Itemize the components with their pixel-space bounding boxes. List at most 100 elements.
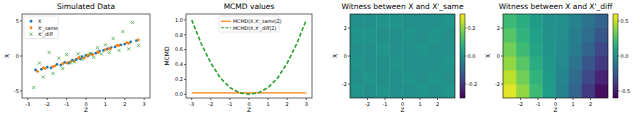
frame <box>503 14 608 98</box>
point <box>96 50 99 53</box>
figure: Simulated Data-3-2-10123-505ZXXX'_sameX'… <box>0 0 640 115</box>
x-tick-label: 2 <box>286 101 289 107</box>
y-axis-label: MCMD <box>163 46 170 66</box>
colorbar-tick <box>618 56 620 57</box>
x-axis-label: Z <box>553 106 557 113</box>
x-tick-label: 2 <box>123 101 126 107</box>
y-tick-label: 0 <box>497 53 500 59</box>
point <box>73 60 76 63</box>
colorbar-tick <box>465 28 467 29</box>
cell <box>542 84 556 98</box>
marker-stroke <box>84 54 87 57</box>
x-axis-label: Z <box>247 106 251 113</box>
cell <box>429 70 443 84</box>
legend-label: X <box>38 19 42 24</box>
marker-stroke <box>112 37 115 40</box>
marker-stroke <box>32 86 35 89</box>
cell <box>350 14 364 28</box>
cell <box>503 42 517 56</box>
y-axis-label: X <box>331 54 338 58</box>
cell <box>442 84 455 98</box>
point <box>121 30 124 33</box>
cell <box>529 70 543 84</box>
x-tick-label: 3 <box>143 101 146 107</box>
marker-stroke <box>112 37 115 40</box>
cell <box>582 42 596 56</box>
marker-stroke <box>73 60 76 63</box>
cell <box>503 14 517 28</box>
cell <box>503 56 517 70</box>
cell <box>569 28 583 42</box>
cell <box>595 56 608 70</box>
marker-stroke <box>127 47 130 50</box>
cell <box>363 56 377 70</box>
colorbar-tick-label: -0.2 <box>468 81 478 87</box>
y-tick-label: 1.0 <box>175 17 183 23</box>
marker-stroke <box>32 86 35 89</box>
cell <box>389 56 403 70</box>
cell <box>516 84 530 98</box>
y-tick-label: 0.0 <box>175 91 183 97</box>
cell <box>595 28 608 42</box>
line <box>192 92 307 93</box>
cell <box>569 84 583 98</box>
x-tick-label: -3 <box>25 101 30 107</box>
point <box>127 42 130 45</box>
y-tick <box>184 34 186 35</box>
cell <box>569 70 583 84</box>
cell <box>442 28 455 42</box>
marker-stroke <box>51 72 54 75</box>
cell <box>350 84 364 98</box>
legend-swatch <box>221 27 231 28</box>
cell <box>376 14 390 28</box>
marker-stroke <box>38 61 41 64</box>
frame <box>186 14 312 98</box>
colorbar-tick-label: 0.0 <box>621 53 629 59</box>
x-tick-label: -3 <box>189 101 194 107</box>
colorbar <box>613 14 618 98</box>
point <box>65 53 68 56</box>
cell <box>363 14 377 28</box>
marker-stroke <box>88 52 91 55</box>
point <box>108 51 111 54</box>
point <box>88 52 91 55</box>
marker-stroke <box>88 52 91 55</box>
y-axis-label: X <box>484 54 491 58</box>
x-tick-label: 2 <box>589 101 592 107</box>
y-tick-label: 0.4 <box>175 61 183 67</box>
point <box>118 44 121 47</box>
point <box>57 57 60 60</box>
marker-stroke <box>65 53 68 56</box>
y-tick-label: 0 <box>344 53 347 59</box>
point <box>81 58 84 61</box>
point <box>100 52 103 55</box>
marker-stroke <box>92 56 95 59</box>
cell <box>442 42 455 56</box>
legend-label: MCMD(X,X'_diff|Z) <box>233 26 277 32</box>
point <box>44 67 47 70</box>
cell <box>363 70 377 84</box>
marker-stroke <box>65 53 68 56</box>
point <box>36 70 39 73</box>
marker-stroke <box>81 58 84 61</box>
cell <box>582 14 596 28</box>
y-tick <box>184 49 186 50</box>
cell <box>556 14 570 28</box>
x-tick-label: 1 <box>266 101 269 107</box>
point <box>54 64 57 67</box>
cell <box>416 70 430 84</box>
marker-stroke <box>104 43 107 46</box>
y-tick-label: 5 <box>16 18 19 24</box>
cell <box>442 14 455 28</box>
marker-stroke <box>77 52 80 55</box>
legend-label: X'_same <box>38 26 58 32</box>
point <box>108 47 111 50</box>
x-tick-label: -2 <box>45 101 50 107</box>
point <box>104 48 107 51</box>
cell <box>376 70 390 84</box>
y-tick-label: 2 <box>497 25 500 31</box>
series <box>36 39 140 73</box>
point <box>104 43 107 46</box>
point <box>42 75 45 78</box>
point <box>127 47 130 50</box>
